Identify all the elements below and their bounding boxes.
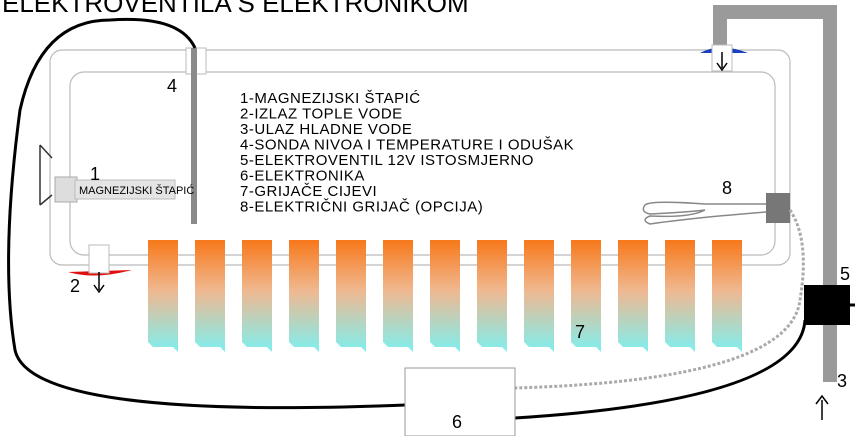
heater-head [766, 193, 790, 223]
fin [571, 240, 601, 352]
fin [665, 240, 695, 352]
legend-item: 6-ELEKTRONIKA [240, 168, 365, 185]
valve [804, 285, 850, 325]
rod [74, 179, 176, 200]
electronics-box [404, 367, 516, 436]
bracket [39, 144, 53, 206]
arrow [716, 52, 728, 72]
probe [191, 48, 197, 224]
tank-inner [69, 71, 776, 256]
heater [642, 201, 767, 225]
dashed-cable [514, 209, 805, 390]
fin [618, 240, 648, 352]
cable [7, 17, 406, 410]
legend-item: 8-ELEKTRIČNI GRIJAČ (OPCIJA) [240, 199, 483, 216]
fins [148, 240, 742, 352]
legend-item: 7-GRIJAČE CIJEVI [240, 183, 377, 200]
fin [712, 240, 742, 352]
label: 1 [90, 164, 100, 184]
label: 8 [722, 178, 732, 198]
arrow [815, 394, 829, 420]
rod-cap [54, 176, 78, 203]
fin [430, 240, 460, 352]
fin [477, 240, 507, 352]
fin [242, 240, 272, 352]
legend-item: 2-IZLAZ TOPLE VODE [240, 106, 403, 123]
arrow [93, 272, 105, 294]
label: 5 [840, 264, 850, 284]
fin [148, 240, 178, 352]
fin [289, 240, 319, 352]
label: 3 [837, 371, 847, 391]
label: 6 [452, 412, 462, 432]
fin [195, 240, 225, 352]
title: ELEKTROVENTILA S ELEKTRONIKOM [2, 0, 469, 18]
label: 7 [575, 322, 585, 342]
label: 4 [167, 76, 177, 96]
cable [514, 319, 807, 420]
fin [336, 240, 366, 352]
legend-item: 1-MAGNEZIJSKI ŠTAPIĆ [240, 90, 421, 107]
legend-item: 4-SONDA NIVOA I TEMPERATURE I ODUŠAK [240, 137, 574, 154]
cold-pipe [713, 5, 837, 382]
label: 2 [70, 276, 80, 296]
legend-item: 3-ULAZ HLADNE VODE [240, 121, 412, 138]
fin [383, 240, 413, 352]
rod-label: MAGNEZIJSKI ŠTAPIĆ [79, 184, 194, 197]
fin [524, 240, 554, 352]
fitting [88, 244, 110, 274]
tank-outer [49, 49, 791, 266]
legend-item: 5-ELEKTROVENTIL 12V ISTOSMJERNO [240, 152, 534, 169]
